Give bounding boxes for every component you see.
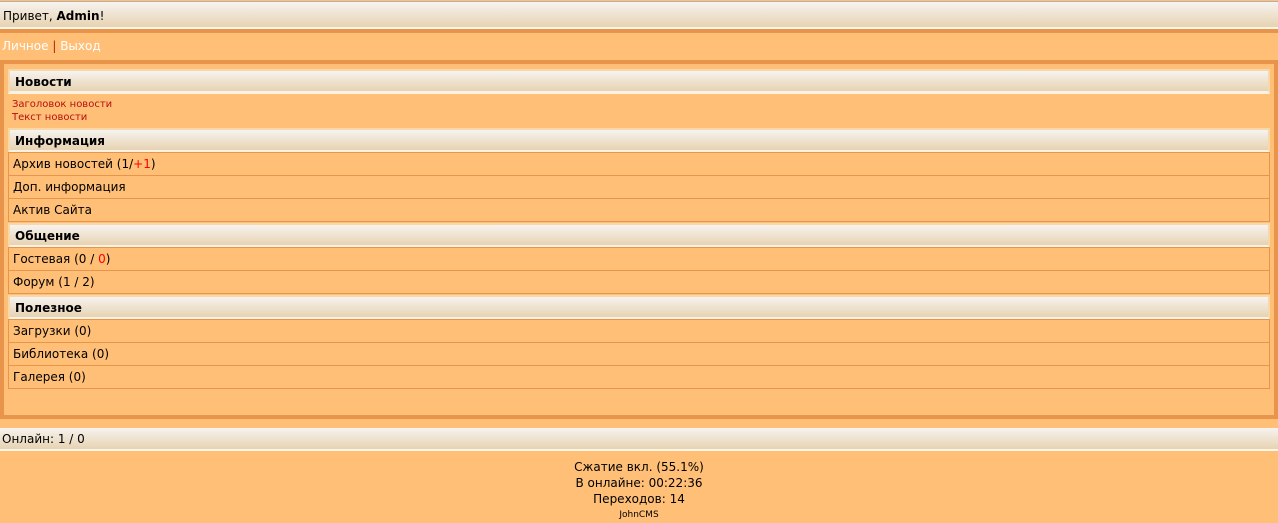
online-counter[interactable]: Онлайн: 1 / 0	[0, 428, 1278, 451]
new-count: 0	[98, 252, 106, 266]
menu-item-site-active[interactable]: Актив Сайта	[8, 198, 1270, 222]
section-header-info: Информация	[8, 128, 1270, 153]
compression-info: Сжатие вкл. (55.1%)	[574, 460, 704, 474]
section-header-communication: Общение	[8, 223, 1270, 248]
greeting-excl: !	[99, 9, 105, 23]
divider	[0, 29, 1278, 33]
footer: Сжатие вкл. (55.1%) В онлайне: 00:22:36 …	[0, 459, 1278, 523]
greeting-bar: Привет, Admin!	[0, 1, 1278, 29]
logout-link[interactable]: Выход	[60, 39, 101, 53]
menu-item-forum[interactable]: Форум (1 / 2)	[8, 270, 1270, 294]
user-nav: Личное | Выход	[2, 39, 101, 53]
personal-link[interactable]: Личное	[2, 39, 49, 53]
section-header-news: Новости	[8, 69, 1270, 94]
item-label: Гостевая (0 /	[13, 252, 99, 266]
menu-item-extra-info[interactable]: Доп. информация	[8, 175, 1270, 199]
item-label: Архив новостей (1/	[13, 157, 134, 171]
new-count: +1	[133, 157, 151, 171]
transitions-count: Переходов: 14	[593, 492, 685, 506]
menu-item-downloads[interactable]: Загрузки (0)	[8, 319, 1270, 343]
nav-separator: |	[52, 39, 57, 53]
menu-item-guestbook[interactable]: Гостевая (0 / 0)	[8, 247, 1270, 271]
section-header-useful: Полезное	[8, 295, 1270, 320]
menu-item-gallery[interactable]: Галерея (0)	[8, 365, 1270, 389]
item-label-end: )	[150, 157, 156, 171]
main-menu: Новости Заголовок новости Текст новости …	[0, 60, 1278, 419]
news-title: Заголовок новости	[12, 99, 113, 110]
menu-item-news-archive[interactable]: Архив новостей (1/+1)	[8, 152, 1270, 176]
username: Admin	[56, 9, 100, 23]
news-block: Заголовок новости Текст новости	[8, 94, 1270, 127]
menu-item-library[interactable]: Библиотека (0)	[8, 342, 1270, 366]
cms-link[interactable]: JohnCMS	[619, 510, 659, 520]
news-text: Текст новости	[12, 112, 88, 123]
online-time: В онлайне: 00:22:36	[575, 476, 703, 490]
item-label-end: )	[105, 252, 111, 266]
greeting-text: Привет,	[3, 9, 57, 23]
